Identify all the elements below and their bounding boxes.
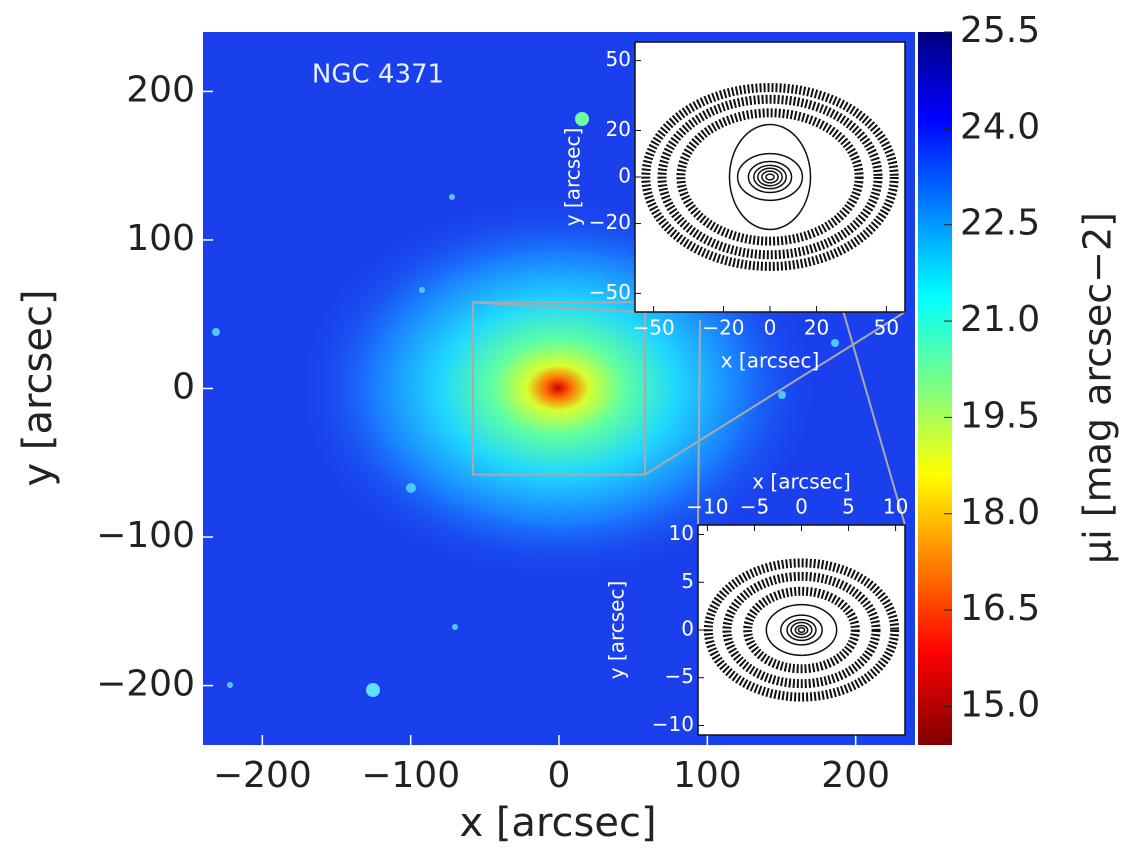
inset-x-tick-label: 0 (764, 316, 777, 340)
colorbar-tick-label: 21.0 (960, 299, 1040, 340)
contour (757, 167, 783, 187)
x-axis-label: x [arcsec] (459, 800, 656, 846)
inset-x-tick-label: 50 (874, 316, 899, 340)
inset-y-tick-label: −10 (652, 712, 694, 736)
inset-y-tick-label: −50 (589, 280, 631, 304)
y-tick-label: −100 (96, 515, 195, 556)
inset-y-tick-label: 10 (669, 521, 694, 545)
inset-y-tick-label: 20 (606, 117, 631, 141)
zoom-connector (472, 301, 636, 313)
inset-x-label: x [arcsec] (721, 349, 820, 373)
contour (786, 618, 817, 642)
colorbar-tick-label: 19.5 (960, 395, 1040, 436)
contour (703, 558, 900, 702)
inset-y-tick-label: 5 (681, 569, 694, 593)
zoom-box (471, 301, 647, 476)
inset-y-tick-label: 0 (681, 617, 694, 641)
contour (641, 83, 899, 271)
inset-axes (634, 41, 906, 313)
inset-y-tick-label: −20 (589, 210, 631, 234)
contour (722, 571, 881, 689)
inset-axes (697, 524, 906, 736)
contour (736, 152, 804, 202)
zoom-connector (697, 319, 701, 526)
contour (797, 627, 806, 633)
inset-x-tick-label: −10 (686, 495, 728, 519)
contour (753, 164, 787, 190)
zoom-connector (839, 299, 906, 526)
y-tick-label: −200 (96, 664, 195, 705)
inset-y-label: y [arcsec] (561, 128, 585, 227)
contour (747, 160, 793, 194)
inset-x-tick-label: 10 (883, 495, 908, 519)
y-tick-label: 200 (126, 69, 195, 110)
colorbar-label: μi [mag arcsec−2] (1076, 212, 1120, 564)
inset-x-label: x [arcsec] (752, 470, 851, 494)
colorbar-tick-label: 25.5 (960, 10, 1040, 51)
zoom-connector (644, 311, 906, 476)
y-tick-label: 100 (126, 218, 195, 259)
inset-y-tick-label: 0 (618, 164, 631, 188)
contour (676, 108, 864, 246)
y-axis-label: y [arcsec] (15, 289, 61, 486)
x-tick-label: −200 (213, 755, 312, 796)
colorbar (918, 32, 952, 745)
contour (790, 621, 813, 639)
colorbar-tick-label: 16.5 (960, 588, 1040, 629)
inset-x-tick-label: 20 (804, 316, 829, 340)
contour (765, 173, 775, 181)
inset-y-tick-label: −5 (665, 664, 694, 688)
contour (657, 94, 883, 260)
contour (765, 603, 838, 657)
inset-x-tick-label: −5 (740, 495, 769, 519)
contour (780, 614, 823, 646)
x-tick-label: 200 (821, 755, 890, 796)
contour (794, 624, 809, 636)
x-tick-label: 0 (548, 755, 571, 796)
inset-x-tick-label: −20 (702, 316, 744, 340)
contour (728, 123, 812, 231)
colorbar-tick-label: 24.0 (960, 106, 1040, 147)
x-tick-label: 100 (673, 755, 742, 796)
y-tick-label: 0 (172, 367, 195, 408)
inset-y-tick-label: 50 (606, 47, 631, 71)
x-tick-label: −100 (361, 755, 460, 796)
inset-y-label: y [arcsec] (605, 581, 629, 680)
inset-background (634, 41, 906, 313)
contour (743, 586, 860, 674)
inset-x-tick-label: 5 (842, 495, 855, 519)
colorbar-tick-label: 18.0 (960, 492, 1040, 533)
annotation: NGC 4371 (312, 60, 444, 90)
colorbar-tick-label: 15.0 (960, 684, 1040, 725)
inset-x-tick-label: −50 (633, 316, 675, 340)
inset-x-tick-label: 0 (795, 495, 808, 519)
colorbar-tick-label: 22.5 (960, 203, 1040, 244)
contour (761, 170, 779, 184)
